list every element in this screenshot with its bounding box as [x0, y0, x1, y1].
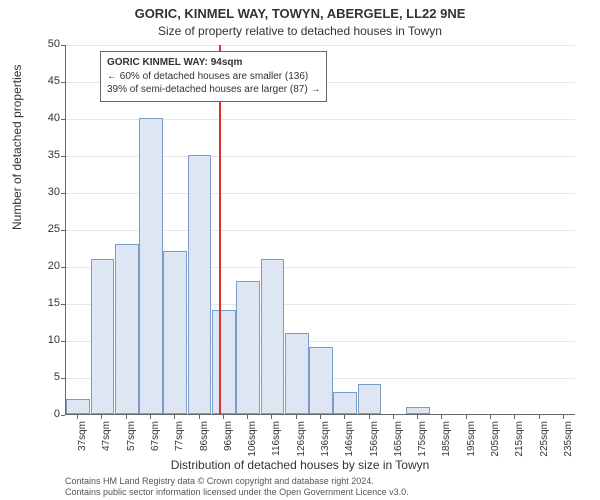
chart-subtitle: Size of property relative to detached ho… — [0, 24, 600, 38]
ytick-mark — [61, 156, 65, 157]
xtick-mark — [344, 415, 345, 419]
ytick-mark — [61, 82, 65, 83]
footer-line1: Contains HM Land Registry data © Crown c… — [65, 476, 409, 487]
histogram-bar — [115, 244, 139, 414]
ytick-label: 50 — [30, 38, 60, 50]
xtick-label: 195sqm — [466, 421, 477, 461]
xtick-label: 146sqm — [344, 421, 355, 461]
ytick-mark — [61, 415, 65, 416]
ytick-mark — [61, 304, 65, 305]
xtick-mark — [150, 415, 151, 419]
xtick-label: 57sqm — [126, 421, 137, 461]
annotation-line1: GORIC KINMEL WAY: 94sqm — [107, 56, 320, 70]
annotation-line3: 39% of semi-detached houses are larger (… — [107, 83, 320, 97]
xtick-label: 37sqm — [77, 421, 88, 461]
xtick-label: 136sqm — [320, 421, 331, 461]
histogram-bar — [406, 407, 430, 414]
xtick-label: 235sqm — [563, 421, 574, 461]
xtick-mark — [101, 415, 102, 419]
histogram-bar — [163, 251, 187, 414]
xtick-label: 225sqm — [539, 421, 550, 461]
ytick-mark — [61, 267, 65, 268]
gridline — [66, 45, 575, 46]
ytick-mark — [61, 119, 65, 120]
xtick-mark — [223, 415, 224, 419]
xtick-label: 215sqm — [514, 421, 525, 461]
xtick-mark — [417, 415, 418, 419]
xtick-mark — [539, 415, 540, 419]
histogram-bar — [333, 392, 357, 414]
histogram-bar — [236, 281, 260, 414]
ytick-label: 35 — [30, 149, 60, 161]
xtick-label: 96sqm — [223, 421, 234, 461]
ytick-mark — [61, 230, 65, 231]
xtick-label: 86sqm — [199, 421, 210, 461]
xtick-label: 106sqm — [247, 421, 258, 461]
chart-title: GORIC, KINMEL WAY, TOWYN, ABERGELE, LL22… — [0, 6, 600, 21]
xtick-mark — [77, 415, 78, 419]
annotation-line2: ← 60% of detached houses are smaller (13… — [107, 70, 320, 84]
xtick-label: 77sqm — [174, 421, 185, 461]
histogram-bar — [66, 399, 90, 414]
xtick-mark — [369, 415, 370, 419]
ytick-label: 30 — [30, 186, 60, 198]
xtick-label: 47sqm — [101, 421, 112, 461]
histogram-bar — [91, 259, 115, 414]
ytick-label: 45 — [30, 75, 60, 87]
xtick-mark — [320, 415, 321, 419]
ytick-label: 0 — [30, 408, 60, 420]
histogram-bar — [261, 259, 285, 414]
ytick-mark — [61, 45, 65, 46]
xtick-mark — [247, 415, 248, 419]
y-axis-label: Number of detached properties — [10, 65, 24, 230]
xtick-label: 165sqm — [393, 421, 404, 461]
xtick-mark — [393, 415, 394, 419]
xtick-mark — [514, 415, 515, 419]
xtick-label: 67sqm — [150, 421, 161, 461]
ytick-label: 5 — [30, 371, 60, 383]
xtick-mark — [441, 415, 442, 419]
ytick-label: 20 — [30, 260, 60, 272]
histogram-bar — [285, 333, 309, 414]
ytick-mark — [61, 378, 65, 379]
xtick-label: 185sqm — [441, 421, 452, 461]
xtick-mark — [296, 415, 297, 419]
xtick-label: 156sqm — [369, 421, 380, 461]
xtick-mark — [490, 415, 491, 419]
ytick-label: 25 — [30, 223, 60, 235]
xtick-mark — [174, 415, 175, 419]
histogram-bar — [309, 347, 333, 414]
xtick-label: 126sqm — [296, 421, 307, 461]
footer-line2: Contains public sector information licen… — [65, 487, 409, 498]
xtick-label: 175sqm — [417, 421, 428, 461]
xtick-mark — [126, 415, 127, 419]
histogram-bar — [212, 310, 236, 414]
plot-area: GORIC KINMEL WAY: 94sqm ← 60% of detache… — [65, 45, 575, 415]
xtick-mark — [199, 415, 200, 419]
xtick-label: 205sqm — [490, 421, 501, 461]
histogram-bar — [139, 118, 163, 414]
histogram-bar — [358, 384, 382, 414]
ytick-mark — [61, 341, 65, 342]
ytick-label: 10 — [30, 334, 60, 346]
histogram-bar — [188, 155, 212, 414]
ytick-label: 40 — [30, 112, 60, 124]
chart-container: GORIC, KINMEL WAY, TOWYN, ABERGELE, LL22… — [0, 0, 600, 500]
footer-attribution: Contains HM Land Registry data © Crown c… — [65, 476, 409, 499]
xtick-mark — [271, 415, 272, 419]
annotation-box: GORIC KINMEL WAY: 94sqm ← 60% of detache… — [100, 51, 327, 102]
ytick-mark — [61, 193, 65, 194]
xtick-mark — [563, 415, 564, 419]
ytick-label: 15 — [30, 297, 60, 309]
xtick-mark — [466, 415, 467, 419]
xtick-label: 116sqm — [271, 421, 282, 461]
